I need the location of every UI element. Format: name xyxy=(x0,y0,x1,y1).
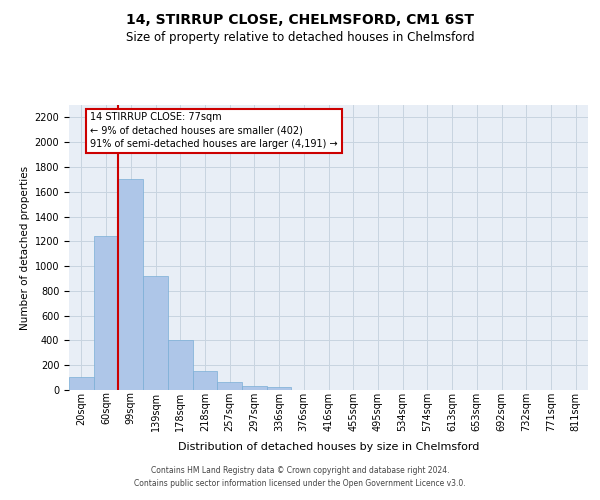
Bar xyxy=(168,340,193,390)
Text: Size of property relative to detached houses in Chelmsford: Size of property relative to detached ho… xyxy=(125,31,475,44)
Y-axis label: Number of detached properties: Number of detached properties xyxy=(20,166,31,330)
Bar xyxy=(69,376,94,390)
Bar xyxy=(267,387,292,390)
Text: 14, STIRRUP CLOSE, CHELMSFORD, CM1 6ST: 14, STIRRUP CLOSE, CHELMSFORD, CM1 6ST xyxy=(126,12,474,26)
Bar xyxy=(193,372,217,390)
Bar xyxy=(217,382,242,390)
Bar xyxy=(143,276,168,390)
Bar xyxy=(94,236,118,390)
Bar xyxy=(242,386,267,390)
Bar xyxy=(118,180,143,390)
Text: 14 STIRRUP CLOSE: 77sqm
← 9% of detached houses are smaller (402)
91% of semi-de: 14 STIRRUP CLOSE: 77sqm ← 9% of detached… xyxy=(90,112,338,149)
Text: Distribution of detached houses by size in Chelmsford: Distribution of detached houses by size … xyxy=(178,442,479,452)
Text: Contains HM Land Registry data © Crown copyright and database right 2024.
Contai: Contains HM Land Registry data © Crown c… xyxy=(134,466,466,487)
